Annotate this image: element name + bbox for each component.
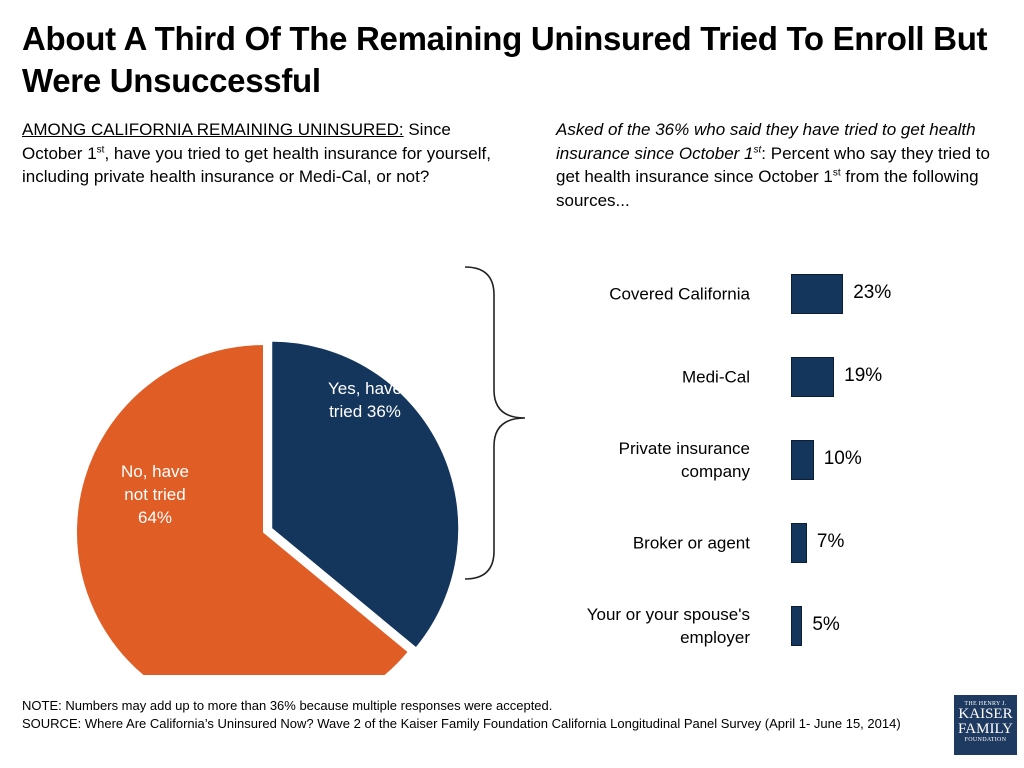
right-question-mid: : Percent who say they tried to get heal… [556,143,990,187]
bar-category-label: Private insurance company [618,439,750,481]
bar-value-label: 19% [844,365,883,386]
bar-row: Your or your spouse's employer 5% [560,603,1000,649]
bar-row: Covered California 23% [560,271,1000,317]
logo-line-4: FOUNDATION [964,737,1007,743]
bar-row: Medi-Cal 19% [560,354,1000,400]
bar [791,606,803,646]
logo-line-2: KAISER [958,706,1013,722]
pie-slice-label-no: No, have not tried 64% [120,462,190,527]
bar-category-label: Broker or agent [632,533,750,553]
right-question-rest: from the following sources... [556,167,979,210]
logo-line-3: FAMILY [958,721,1013,737]
bar-category-label: Covered California [609,284,750,304]
pie-slice-label-yes: Yes, have tried 36% [327,379,403,421]
pie-chart [75,266,526,675]
bar-row: Private insurance company 10% [560,437,1000,483]
right-question-italic-sup: st [753,143,762,155]
bar [791,274,844,314]
logo-line-1: THE HENRY J. [964,701,1007,707]
right-question-italic: Asked of the 36% who said they have trie… [556,120,976,163]
footnote-source: SOURCE: Where Are California’s Uninsured… [22,715,901,731]
left-question-part: Since October 1 [22,120,451,163]
right-question-italic-text: Asked of the 36% who said they have trie… [556,120,976,163]
bar-category-label: Medi-Cal [681,367,750,387]
right-question-text: Asked of the 36% who said they have trie… [556,118,1016,212]
right-question-sup: st [832,167,841,179]
bracket-brace [464,266,526,580]
bar [791,440,814,480]
pie-slice-yes [270,339,461,650]
bar [791,523,807,563]
bar-row: Broker or agent 7% [560,520,1000,566]
bar-value-label: 23% [853,282,892,303]
kaiser-family-foundation-logo: THE HENRY J. KAISER FAMILY FOUNDATION [954,695,1017,755]
footnote-note: NOTE: Numbers may add up to more than 36… [22,698,553,713]
footnote: NOTE: Numbers may add up to more than 36… [22,697,942,732]
left-question-lead: AMONG CALIFORNIA REMAINING UNINSURED: [22,120,404,139]
bar-category-label: Your or your spouse's employer [586,605,750,647]
bar-value-label: 10% [823,448,862,469]
pie-slice-no [75,342,411,675]
bar-value-label: 7% [816,531,845,552]
left-question-sup: st [96,143,105,155]
bar-value-label: 5% [812,614,840,635]
left-question-rest: , have you tried to get health insurance… [22,143,491,187]
left-question-text: AMONG CALIFORNIA REMAINING UNINSURED: Si… [22,118,512,189]
bar [791,357,835,397]
page-title: About A Third Of The Remaining Uninsured… [22,20,988,99]
